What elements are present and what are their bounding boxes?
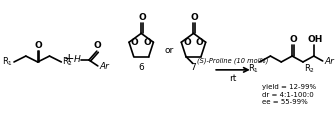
Text: O: O <box>191 12 198 21</box>
Text: H: H <box>73 55 80 64</box>
Text: O: O <box>94 41 102 50</box>
Text: O: O <box>138 12 146 21</box>
Text: rt: rt <box>229 74 237 83</box>
Text: O: O <box>35 41 43 50</box>
Text: O: O <box>196 38 204 47</box>
Text: R$_1$: R$_1$ <box>2 56 13 68</box>
Text: R$_2$: R$_2$ <box>62 56 73 68</box>
Text: dr = 4:1-100:0: dr = 4:1-100:0 <box>262 92 313 98</box>
Text: O: O <box>144 38 151 47</box>
Text: 7: 7 <box>191 63 196 72</box>
Text: R$_1$: R$_1$ <box>248 63 259 75</box>
Text: O: O <box>289 35 297 44</box>
Text: O: O <box>131 38 139 47</box>
Text: +: + <box>64 51 74 65</box>
Text: (S)-Proline (10 mol%): (S)-Proline (10 mol%) <box>197 57 269 64</box>
Text: yield = 12-99%: yield = 12-99% <box>262 84 316 90</box>
Text: O: O <box>183 38 191 47</box>
Text: OH: OH <box>307 35 323 44</box>
Text: 6: 6 <box>138 63 144 72</box>
Text: or: or <box>164 46 174 55</box>
Text: R$_2$: R$_2$ <box>304 63 315 75</box>
Text: Ar: Ar <box>100 62 110 71</box>
Text: Ar: Ar <box>325 57 335 66</box>
Text: ee = 55-99%: ee = 55-99% <box>262 99 307 105</box>
